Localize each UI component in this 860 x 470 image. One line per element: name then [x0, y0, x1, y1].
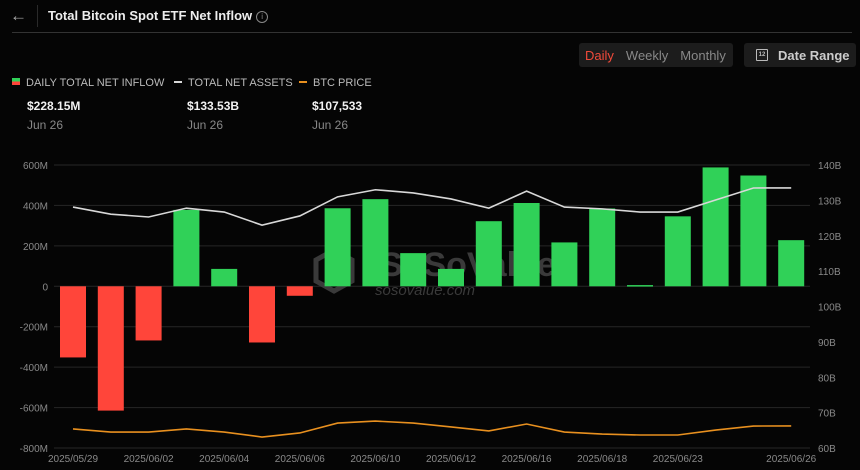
inflow-bar	[97, 286, 124, 411]
period-weekly[interactable]: Weekly	[625, 47, 669, 63]
legend-label: DAILY TOTAL NET INFLOW	[26, 77, 165, 89]
x-axis-tick: 2025/06/26	[766, 454, 816, 465]
inflow-bar	[627, 285, 653, 287]
x-axis-tick: 2025/06/04	[199, 454, 249, 465]
x-axis-tick: 2025/06/18	[577, 454, 627, 465]
x-axis-tick: 2025/06/02	[124, 454, 174, 465]
left-axis-tick: -400M	[20, 363, 48, 374]
x-axis-tick: 2025/06/16	[502, 454, 552, 465]
inflow-bar	[475, 221, 502, 287]
page-title: Total Bitcoin Spot ETF Net Inflow i	[48, 8, 269, 23]
divider	[37, 5, 38, 27]
left-axis-tick: 200M	[23, 242, 48, 253]
inflow-bar	[778, 240, 805, 287]
right-axis-tick: 130B	[818, 196, 842, 207]
assets-value: $133.53B	[187, 99, 240, 113]
x-axis-tick: 2025/06/10	[350, 454, 400, 465]
left-axis-tick: 400M	[23, 201, 48, 212]
inflow-bar	[60, 286, 86, 358]
price-value: $107,533	[312, 99, 363, 113]
right-axis-tick: 100B	[818, 303, 842, 314]
right-axis-tick: 110B	[818, 267, 841, 278]
x-axis-tick: 2025/06/23	[653, 454, 703, 465]
btc-price-line	[72, 420, 792, 438]
left-axis-tick: -800M	[20, 444, 48, 455]
inflow-bar	[400, 253, 427, 287]
inflow-bar	[589, 208, 616, 287]
right-axis-tick: 90B	[818, 338, 836, 349]
inflow-bar	[513, 203, 540, 287]
inflow-bar	[362, 199, 389, 287]
legend-label: TOTAL NET ASSETS	[188, 77, 293, 89]
page-title-text: Total Bitcoin Spot ETF Net Inflow	[48, 8, 253, 23]
assets-swatch-icon	[174, 81, 182, 83]
legend-price[interactable]: BTC PRICE	[299, 77, 372, 89]
inflow-bar	[324, 208, 351, 287]
x-axis-tick: 2025/05/29	[48, 454, 98, 465]
total-net-assets-line	[72, 187, 792, 226]
inflow-bar	[438, 268, 464, 287]
watermark-hex-icon	[313, 247, 355, 294]
inflow-bar	[286, 286, 313, 296]
price-swatch-icon	[299, 81, 307, 83]
inflow-bar	[702, 167, 729, 287]
right-axis-tick: 70B	[818, 409, 836, 420]
header-divider	[12, 32, 852, 33]
assets-date: Jun 26	[187, 118, 224, 132]
date-range-label: Date Range	[778, 47, 850, 63]
inflow-value: $228.15M	[27, 99, 81, 113]
inflow-bar	[551, 242, 578, 287]
inflow-bar	[249, 286, 275, 343]
x-axis-tick: 2025/06/06	[275, 454, 325, 465]
inflow-bar	[211, 268, 238, 287]
inflow-date: Jun 26	[27, 118, 64, 132]
inflow-bar	[664, 216, 691, 287]
header: ← Total Bitcoin Spot ETF Net Inflow i	[0, 0, 860, 34]
left-axis-tick: -600M	[20, 404, 48, 415]
legend-label: BTC PRICE	[313, 77, 372, 89]
right-axis-tick: 60B	[818, 444, 836, 455]
right-axis-tick: 80B	[818, 373, 836, 384]
left-axis-tick: -200M	[20, 323, 48, 334]
left-axis-tick: 600M	[23, 161, 48, 172]
period-toggle: Daily Weekly Monthly	[579, 43, 733, 67]
right-axis-tick: 140B	[818, 161, 842, 172]
back-arrow-icon[interactable]: ←	[10, 6, 27, 25]
calendar-icon: 12	[756, 49, 768, 61]
period-daily[interactable]: Daily	[585, 47, 614, 63]
period-monthly[interactable]: Monthly	[680, 47, 726, 63]
inflow-bar	[135, 286, 162, 341]
left-axis-tick: 0	[42, 282, 48, 293]
inflow-bar	[173, 209, 200, 287]
price-date: Jun 26	[312, 118, 349, 132]
right-axis-tick: 120B	[818, 232, 842, 243]
x-axis-tick: 2025/06/12	[426, 454, 476, 465]
inflow-bar	[740, 175, 767, 287]
date-range-button[interactable]: 12 Date Range	[744, 43, 856, 67]
info-icon[interactable]: i	[256, 11, 269, 23]
inflow-swatch-icon	[12, 78, 20, 85]
legend-assets[interactable]: TOTAL NET ASSETS	[174, 77, 293, 89]
legend-inflow[interactable]: DAILY TOTAL NET INFLOW	[12, 77, 164, 89]
